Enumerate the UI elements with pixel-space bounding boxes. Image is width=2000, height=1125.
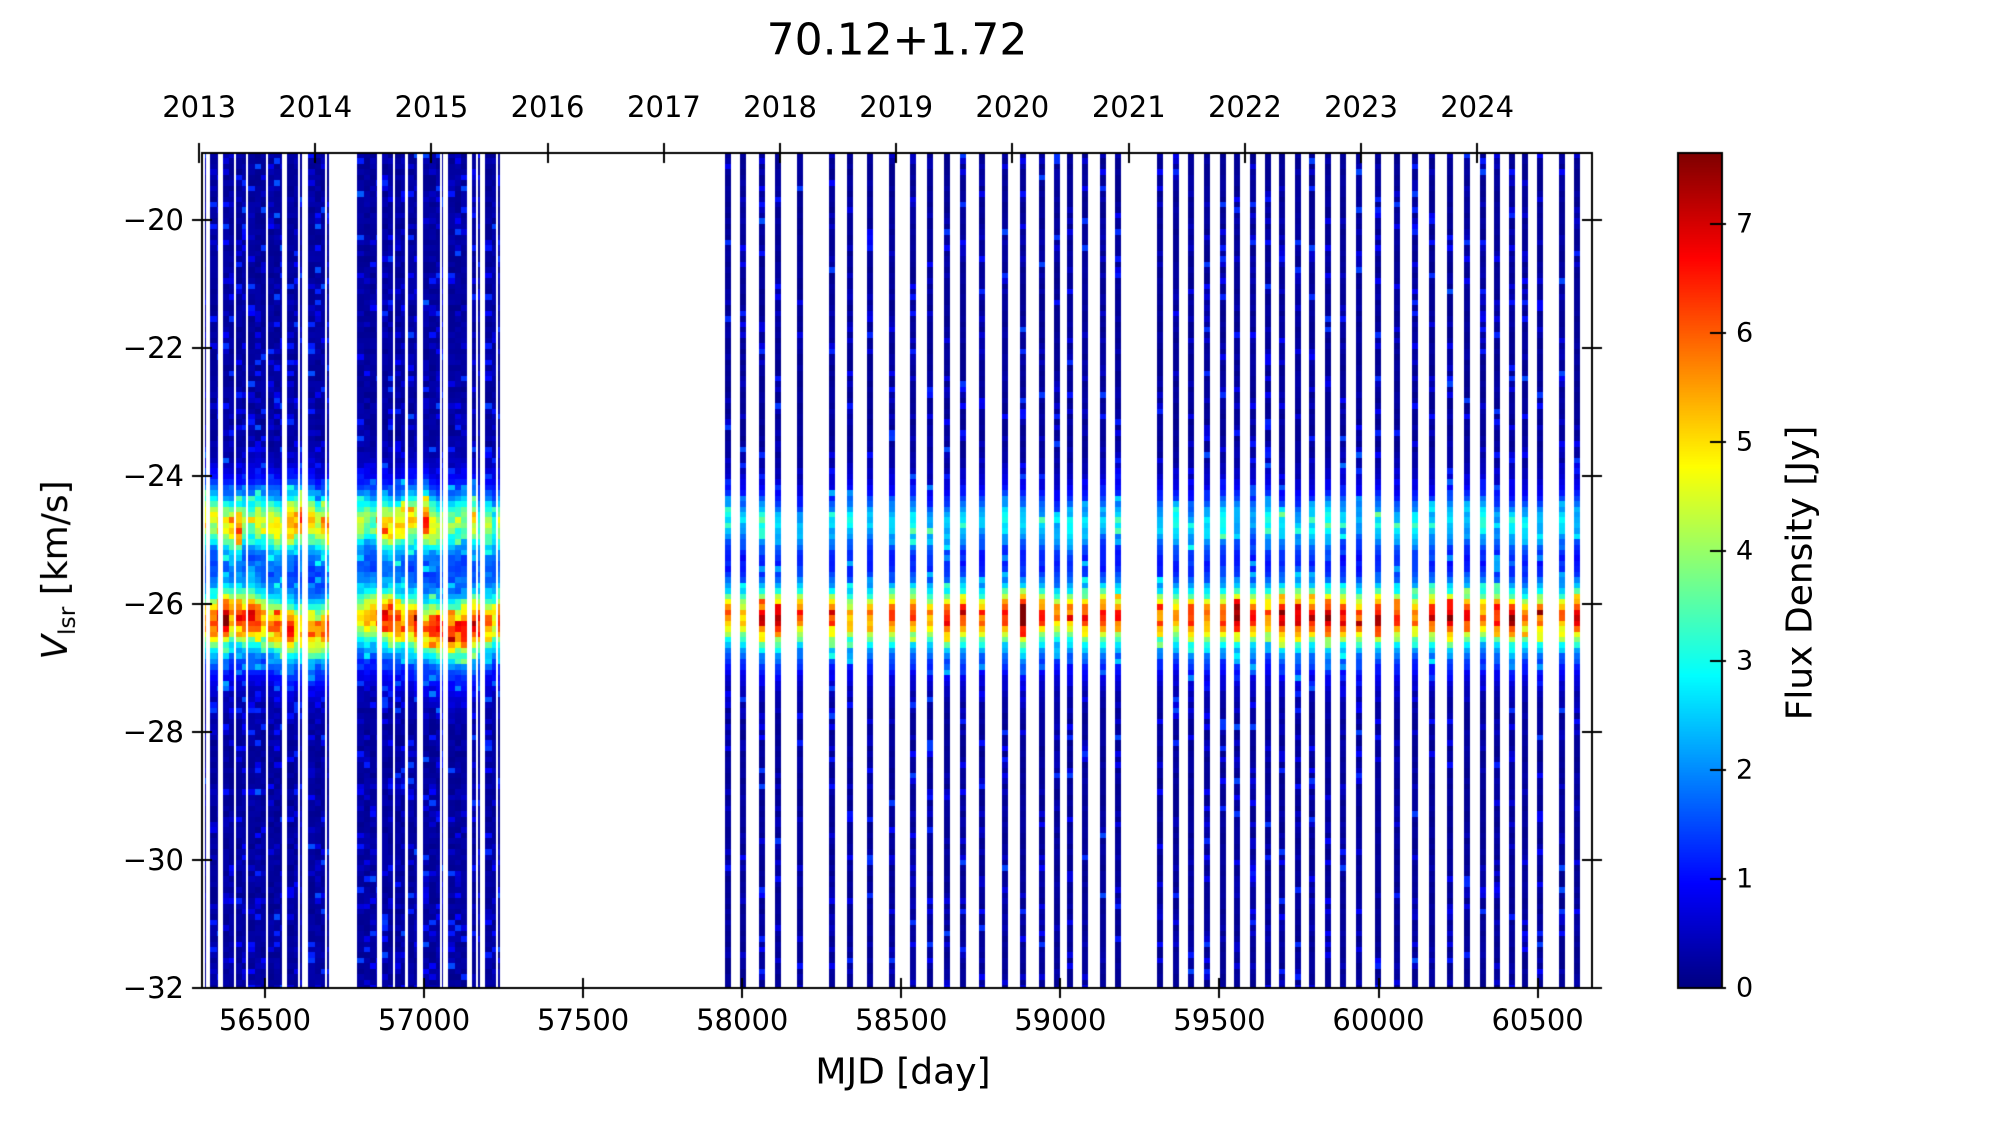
y-tick-label: −26 bbox=[122, 587, 184, 622]
x-tick-label: 58000 bbox=[696, 1003, 789, 1037]
top-tick-label: 2015 bbox=[394, 90, 469, 124]
y-tick-label: −22 bbox=[122, 331, 184, 366]
x-tick-label: 57000 bbox=[377, 1003, 471, 1037]
colorbar-tick-label: 2 bbox=[1736, 754, 1754, 786]
colorbar-tick-label: 6 bbox=[1736, 317, 1754, 349]
figure-title: 70.12+1.72 bbox=[766, 14, 1028, 66]
top-tick-label: 2022 bbox=[1207, 90, 1282, 124]
x-tick-label: 59000 bbox=[1014, 1003, 1107, 1037]
colorbar-tick-label: 3 bbox=[1736, 645, 1754, 677]
y-tick-label: −24 bbox=[122, 459, 184, 494]
top-tick-label: 2024 bbox=[1440, 90, 1515, 124]
top-tick-label: 2023 bbox=[1324, 90, 1398, 124]
colorbar-tick-label: 0 bbox=[1736, 972, 1754, 1004]
top-tick-label: 2018 bbox=[743, 90, 817, 124]
colorbar-label: Flux Density [Jy] bbox=[1779, 425, 1821, 721]
colorbar-tick-label: 4 bbox=[1736, 535, 1754, 567]
y-tick-label: −20 bbox=[122, 203, 184, 238]
top-tick-label: 2021 bbox=[1091, 90, 1166, 124]
y-axis-label-units: [km/s] bbox=[34, 480, 76, 607]
y-axis-label-var: V bbox=[34, 635, 76, 660]
top-tick-label: 2019 bbox=[859, 90, 934, 124]
x-tick-label: 59500 bbox=[1173, 1003, 1266, 1037]
top-tick-label: 2014 bbox=[278, 90, 353, 124]
y-axis-label: Vlsr [km/s] bbox=[35, 480, 81, 659]
y-tick-label: −32 bbox=[122, 971, 184, 1005]
x-tick-label: 58500 bbox=[855, 1003, 948, 1037]
x-tick-label: 60500 bbox=[1491, 1003, 1584, 1037]
top-tick-label: 2017 bbox=[627, 90, 701, 124]
x-axis-label: MJD [day] bbox=[815, 1051, 991, 1093]
y-tick-label: −28 bbox=[122, 715, 184, 750]
colorbar-tick-label: 5 bbox=[1736, 426, 1754, 458]
top-tick-label: 2013 bbox=[162, 90, 237, 124]
colorbar-tick-label: 7 bbox=[1736, 208, 1754, 240]
x-tick-label: 56500 bbox=[218, 1003, 312, 1037]
y-tick-label: −30 bbox=[122, 843, 184, 878]
y-axis-label-sub: lsr bbox=[53, 606, 82, 636]
x-tick-label: 60000 bbox=[1332, 1003, 1425, 1037]
colorbar-tick-label: 1 bbox=[1736, 863, 1754, 895]
top-tick-label: 2020 bbox=[975, 90, 1050, 124]
top-tick-label: 2016 bbox=[510, 90, 585, 124]
x-tick-label: 57500 bbox=[537, 1003, 630, 1037]
